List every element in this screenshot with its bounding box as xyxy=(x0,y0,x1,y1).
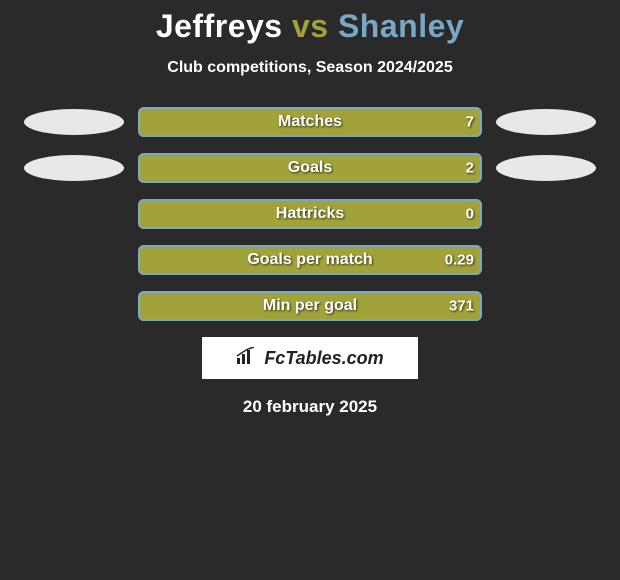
stat-value: 0.29 xyxy=(445,252,474,269)
footer-logo: FcTables.com xyxy=(202,337,418,379)
subtitle: Club competitions, Season 2024/2025 xyxy=(0,59,620,77)
stat-bar: Matches 7 xyxy=(138,107,482,137)
stat-bar: Goals 2 xyxy=(138,153,482,183)
player1-ellipse xyxy=(24,155,124,181)
stat-bar: Goals per match 0.29 xyxy=(138,245,482,275)
stat-label: Matches xyxy=(278,113,342,131)
stat-row: Goals 2 xyxy=(0,153,620,183)
footer-date: 20 february 2025 xyxy=(0,397,620,417)
footer-logo-text: FcTables.com xyxy=(264,348,383,369)
stat-value: 371 xyxy=(449,298,474,315)
stat-value: 7 xyxy=(466,114,474,131)
title-player2: Shanley xyxy=(338,8,464,44)
stat-label: Goals xyxy=(288,159,332,177)
stat-value: 2 xyxy=(466,160,474,177)
chart-icon xyxy=(236,347,258,370)
stat-value: 0 xyxy=(466,206,474,223)
stat-label: Min per goal xyxy=(263,297,357,315)
stat-label: Hattricks xyxy=(276,205,344,223)
stat-row: Matches 7 xyxy=(0,107,620,137)
player2-ellipse xyxy=(496,109,596,135)
title: Jeffreys vs Shanley xyxy=(0,8,620,45)
stat-row: Goals per match 0.29 xyxy=(0,245,620,275)
comparison-infographic: Jeffreys vs Shanley Club competitions, S… xyxy=(0,0,620,417)
title-vs: vs xyxy=(292,8,329,44)
stat-row: Hattricks 0 xyxy=(0,199,620,229)
stat-label: Goals per match xyxy=(247,251,372,269)
player1-ellipse xyxy=(24,109,124,135)
player2-ellipse xyxy=(496,155,596,181)
stat-bar: Min per goal 371 xyxy=(138,291,482,321)
title-player1: Jeffreys xyxy=(156,8,283,44)
stat-bar: Hattricks 0 xyxy=(138,199,482,229)
stat-rows: Matches 7 Goals 2 Hattricks 0 Goals per match 0… xyxy=(0,107,620,321)
stat-row: Min per goal 371 xyxy=(0,291,620,321)
